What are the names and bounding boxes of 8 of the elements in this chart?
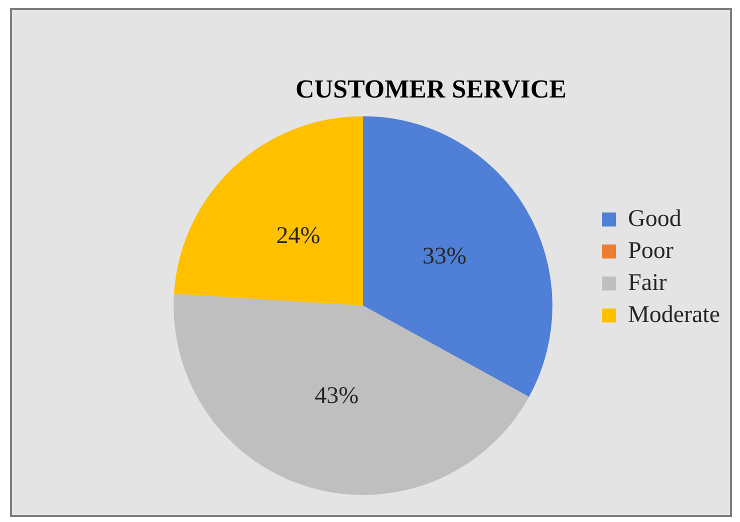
- legend-label: Fair: [628, 270, 667, 296]
- data-label: 24%: [276, 222, 320, 249]
- data-label: 33%: [422, 244, 467, 270]
- legend-label: Good: [628, 206, 682, 232]
- legend-label: Poor: [628, 238, 674, 264]
- data-label: 43%: [314, 382, 359, 409]
- chart-title: CUSTOMER SERVICE: [296, 74, 566, 104]
- legend-label: Moderate: [628, 302, 720, 328]
